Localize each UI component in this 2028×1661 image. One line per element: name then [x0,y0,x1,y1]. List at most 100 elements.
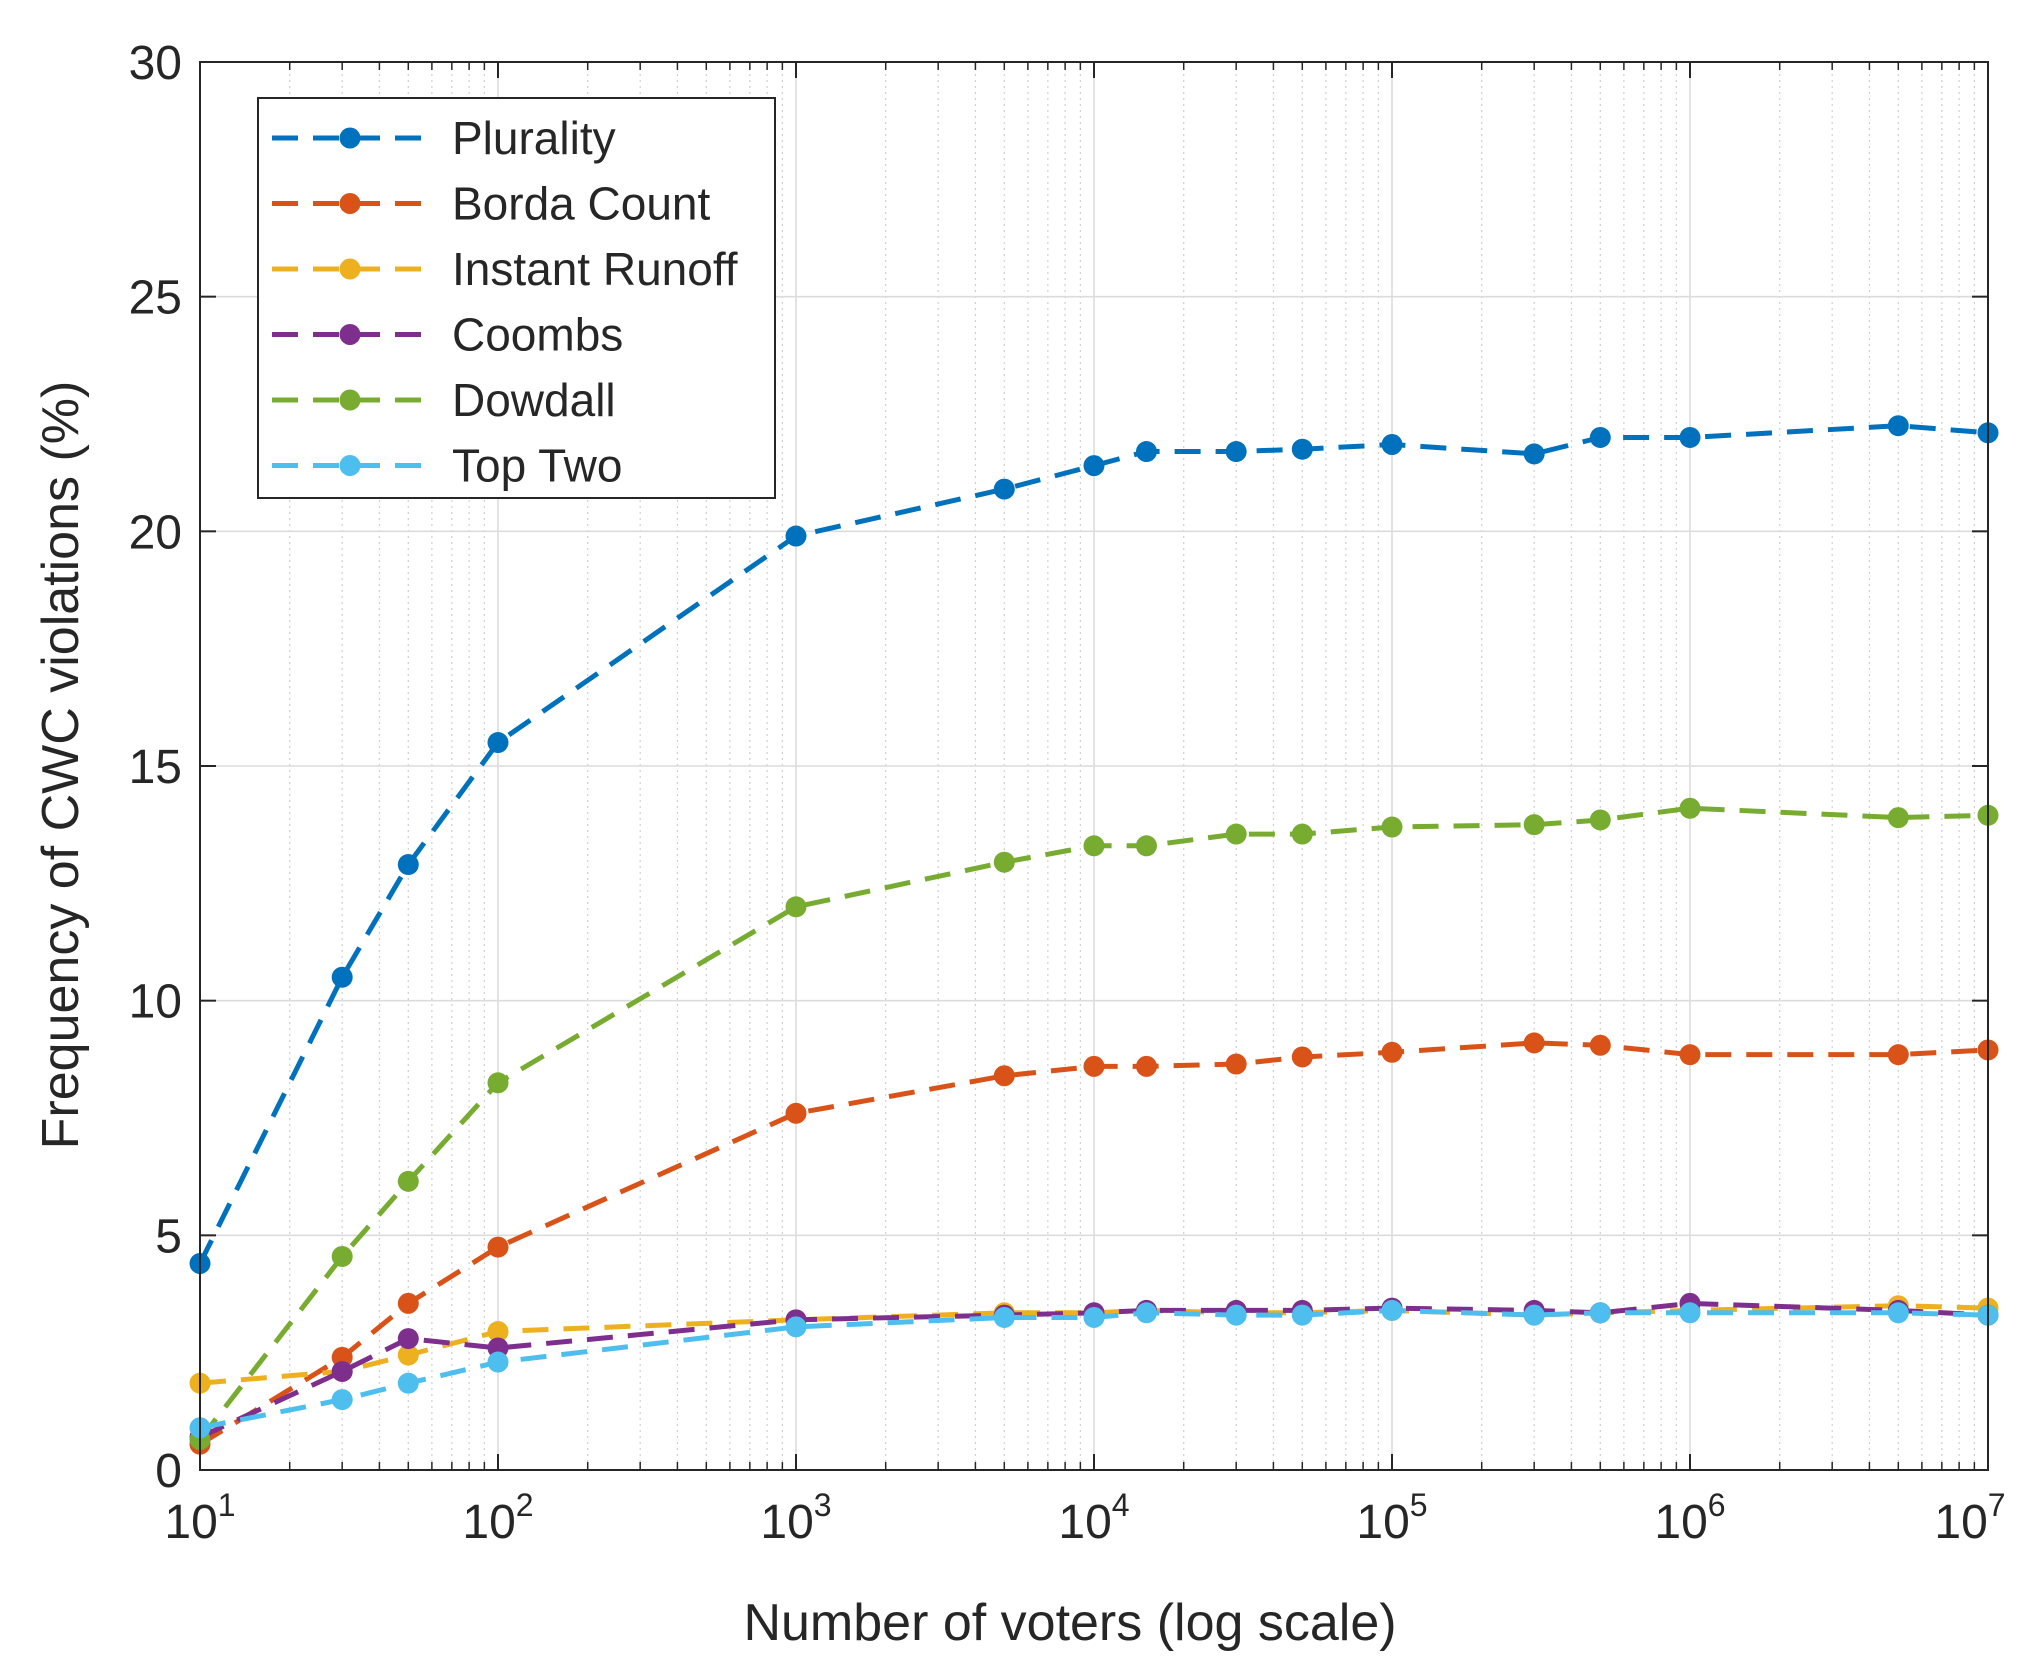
y-tick-label: 15 [129,741,182,794]
series-line-borda-count [198,1040,1989,1447]
x-tick-label: 103 [760,1487,831,1549]
data-point-dowdall [487,1072,509,1094]
y-tick-label: 20 [129,506,182,559]
x-tick-label: 104 [1058,1487,1129,1549]
data-point-borda-count [993,1065,1015,1087]
y-tick-label: 30 [129,37,182,90]
data-point-dowdall [331,1245,353,1267]
series-line-dowdall [198,805,1989,1442]
legend-swatch-marker [339,389,361,411]
data-point-plurality [785,525,807,547]
data-point-borda-count [487,1236,509,1258]
data-point-plurality [993,478,1015,500]
data-point-borda-count [1887,1044,1909,1066]
legend-swatch-marker [339,324,361,345]
data-point-dowdall [1887,807,1909,829]
data-point-dowdall [397,1170,419,1192]
legend-swatch-marker [339,258,361,280]
data-point-plurality [1887,415,1909,437]
data-point-plurality [1679,426,1701,448]
legend-box [257,97,776,499]
data-point-dowdall [1589,809,1611,831]
y-tick-label: 0 [155,1445,182,1498]
data-point-top-two [1083,1306,1105,1328]
data-point-top-two [785,1316,807,1338]
legend-label: Coombs [452,309,623,361]
data-point-instant-runoff [487,1321,509,1343]
series-dowdall [189,797,1999,1450]
data-point-borda-count [397,1292,419,1314]
data-point-dowdall [1381,816,1403,838]
legend-label: Dowdall [452,374,616,426]
data-point-plurality [487,732,509,754]
data-point-plurality [1291,438,1313,460]
series-plurality [189,415,1999,1274]
x-tick-label: 106 [1654,1487,1725,1549]
data-point-top-two [1679,1302,1701,1324]
data-point-top-two [331,1389,353,1411]
legend-entry-dowdall: Dowdall [272,374,616,426]
legend-label: Top Two [452,440,622,492]
legend: Plurality Borda Count Instant Runoff Coombs… [257,97,776,499]
legend-label: Instant Runoff [452,243,738,295]
data-point-coombs [331,1360,353,1382]
data-point-plurality [397,854,419,876]
data-point-plurality [1589,426,1611,448]
data-point-borda-count [785,1102,807,1124]
y-axis-label: Frequency of CWC violations (%) [32,381,90,1150]
data-point-plurality [331,966,353,988]
series-line-top-two [199,1307,1989,1431]
y-tick-label: 5 [155,1210,182,1263]
legend-entry-plurality: Plurality [272,112,616,164]
data-point-borda-count [1291,1046,1313,1068]
data-point-borda-count [1381,1041,1403,1063]
x-tick-label: 101 [164,1487,235,1549]
ticks [199,61,1989,1471]
data-point-top-two [993,1306,1015,1328]
legend-entry-instant-runoff: Instant Runoff [272,243,738,295]
data-point-borda-count [1679,1044,1701,1066]
data-point-dowdall [1679,797,1701,819]
legend-swatch-marker [339,127,361,149]
series-line-plurality [197,423,1989,1265]
legend-entry-borda-count: Borda Count [272,178,710,230]
data-point-coombs [397,1328,419,1350]
x-tick-label: 107 [1934,1487,2005,1549]
data-point-borda-count [1135,1055,1157,1077]
legend-swatch-marker [339,455,361,476]
data-point-top-two [1135,1302,1157,1324]
legend-label: Plurality [452,112,616,164]
data-point-instant-runoff [397,1344,419,1366]
data-point-plurality [1381,434,1403,456]
legend-entry-top-two: Top Two [272,440,622,492]
data-point-top-two [487,1351,509,1373]
legend-label: Borda Count [452,178,710,230]
data-point-plurality [1523,443,1545,465]
data-point-dowdall [785,896,807,918]
data-point-top-two [1589,1302,1611,1324]
data-point-top-two [1523,1304,1545,1326]
data-point-top-two [397,1372,419,1394]
data-point-borda-count [1083,1055,1105,1077]
legend-swatch-marker [339,193,361,214]
data-point-plurality [1225,441,1247,463]
series-borda-count [189,1032,1999,1455]
data-point-borda-count [1523,1032,1545,1054]
series-layer [189,415,1999,1455]
x-axis-label: Number of voters (log scale) [743,1594,1396,1652]
data-point-plurality [1135,441,1157,463]
data-point-top-two [1225,1304,1247,1326]
data-point-top-two [1381,1299,1403,1321]
data-point-borda-count [1225,1053,1247,1075]
legend-entry-coombs: Coombs [272,309,623,361]
y-tick-label: 10 [129,976,182,1029]
data-point-dowdall [1225,823,1247,845]
y-tick-label: 25 [129,272,182,325]
data-point-dowdall [1083,835,1105,857]
data-point-top-two [1887,1302,1909,1324]
x-tick-label: 105 [1356,1487,1427,1549]
tick-labels: 0 5 10 15 20 25 30 101 102 103 104 105 106 107 [129,37,2006,1549]
data-point-borda-count [1589,1034,1611,1056]
data-point-dowdall [1135,835,1157,857]
